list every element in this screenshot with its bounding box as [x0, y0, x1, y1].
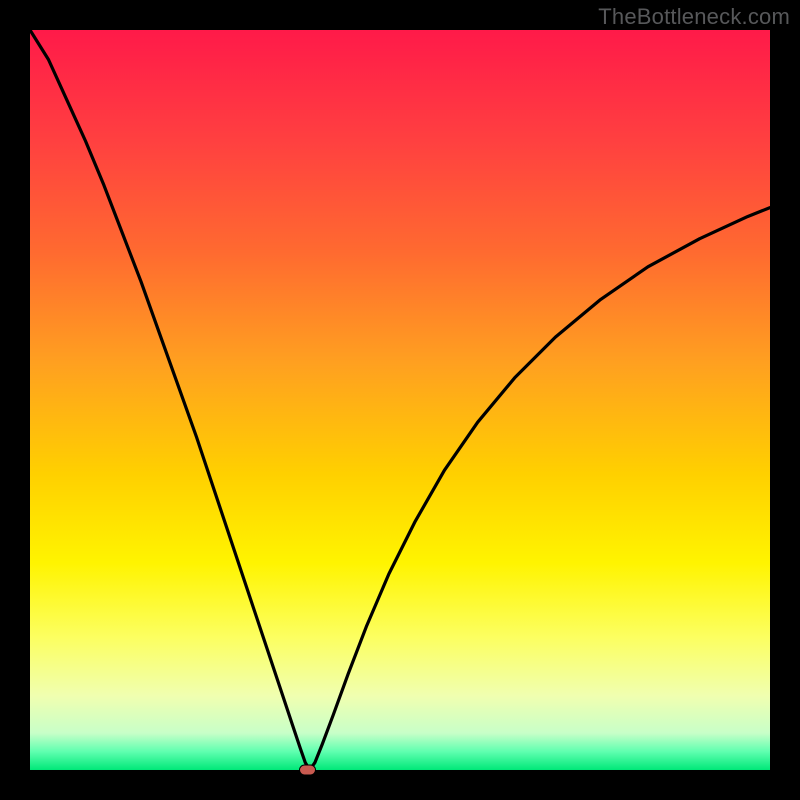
minimum-marker — [300, 765, 316, 775]
chart-container: TheBottleneck.com — [0, 0, 800, 800]
plot-area — [30, 30, 770, 770]
watermark-text: TheBottleneck.com — [598, 4, 790, 30]
bottleneck-chart — [0, 0, 800, 800]
